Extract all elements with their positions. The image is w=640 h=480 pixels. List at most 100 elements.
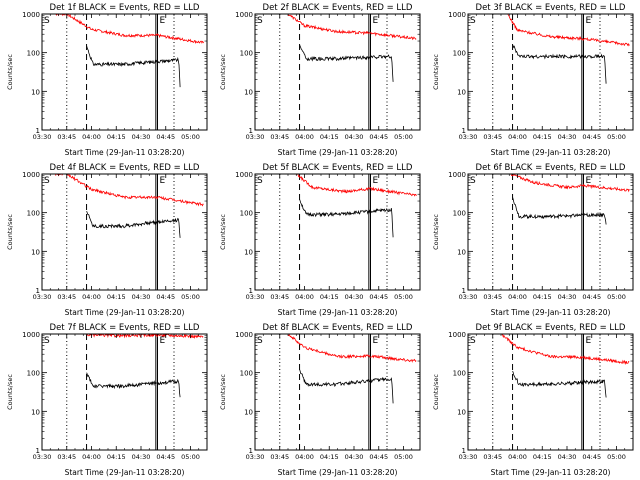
x-tick-label: 03:45 [57, 133, 76, 141]
y-axis-label: Counts/sec [6, 214, 14, 250]
x-tick-label: 03:45 [270, 293, 289, 301]
x-axis-label: Start Time (29-Jan-11 03:28:20) [278, 148, 398, 157]
x-tick-label: 03:30 [459, 293, 478, 301]
start-marker-label: S [470, 16, 476, 26]
y-tick-label: 10 [457, 408, 466, 416]
x-tick-label: 04:15 [533, 133, 552, 141]
y-axis-label: Counts/sec [432, 374, 440, 410]
y-tick-label: 1000 [235, 171, 253, 179]
y-tick-label: 1 [36, 127, 40, 135]
start-marker-label: S [470, 176, 476, 186]
y-tick-label: 100 [27, 370, 40, 378]
x-axis-label: Start Time (29-Jan-11 03:28:20) [491, 308, 611, 317]
x-axis-label: Start Time (29-Jan-11 03:28:20) [65, 148, 185, 157]
x-tick-label: 03:45 [483, 133, 502, 141]
panel-title: Det 2f BLACK = Events, RED = LLD [263, 3, 413, 13]
start-marker-label: S [44, 176, 50, 186]
events-series-line [299, 369, 394, 404]
end-marker-label: E [160, 176, 166, 186]
x-tick-label: 04:00 [508, 453, 527, 461]
y-tick-label: 1000 [22, 171, 40, 179]
x-tick-label: 04:15 [107, 293, 126, 301]
panel-title: Det 7f BLACK = Events, RED = LLD [50, 323, 200, 333]
x-tick-label: 03:30 [459, 133, 478, 141]
y-tick-label: 10 [244, 248, 253, 256]
x-tick-label: 03:45 [270, 133, 289, 141]
detector-panel-3: Det 3f BLACK = Events, RED = LLD Counts/s… [432, 3, 634, 157]
lld-series-line [510, 174, 630, 193]
x-tick-label: 03:30 [33, 453, 52, 461]
x-tick-label: 03:30 [33, 293, 52, 301]
y-tick-label: 10 [244, 88, 253, 96]
x-tick-label: 04:30 [558, 133, 577, 141]
panel-title: Det 5f BLACK = Events, RED = LLD [263, 163, 413, 173]
y-tick-label: 1000 [448, 11, 466, 19]
x-tick-label: 04:45 [156, 133, 175, 141]
x-tick-label: 04:45 [582, 453, 601, 461]
panel-title: Det 4f BLACK = Events, RED = LLD [50, 163, 200, 173]
detector-panel-1: Det 1f BLACK = Events, RED = LLD Counts/s… [6, 3, 208, 157]
start-marker-label: S [44, 16, 50, 26]
panel-title: Det 9f BLACK = Events, RED = LLD [476, 323, 626, 333]
x-tick-label: 04:30 [558, 453, 577, 461]
y-tick-label: 1000 [235, 11, 253, 19]
x-tick-label: 04:45 [582, 293, 601, 301]
x-tick-label: 04:00 [82, 293, 101, 301]
events-series-line [86, 45, 181, 88]
x-tick-label: 03:30 [459, 453, 478, 461]
x-axis-label: Start Time (29-Jan-11 03:28:20) [278, 308, 398, 317]
lld-series-line [500, 334, 630, 366]
end-marker-label: E [373, 176, 379, 186]
x-tick-label: 04:00 [82, 453, 101, 461]
x-tick-label: 05:00 [181, 453, 200, 461]
x-axis-label: Start Time (29-Jan-11 03:28:20) [65, 468, 185, 477]
x-tick-label: 04:00 [508, 133, 527, 141]
x-tick-label: 04:45 [369, 293, 388, 301]
lld-series-line [507, 14, 630, 47]
y-tick-label: 10 [457, 88, 466, 96]
x-tick-label: 04:00 [295, 293, 314, 301]
y-tick-label: 100 [27, 210, 40, 218]
y-axis-label: Counts/sec [6, 374, 14, 410]
panel-title: Det 6f BLACK = Events, RED = LLD [476, 163, 626, 173]
y-tick-label: 100 [453, 210, 466, 218]
lld-series-line [287, 14, 417, 41]
y-axis-label: Counts/sec [432, 214, 440, 250]
detector-panel-2: Det 2f BLACK = Events, RED = LLD Counts/s… [219, 3, 421, 157]
y-tick-label: 10 [31, 88, 40, 96]
start-marker-label: S [470, 336, 476, 346]
end-marker-label: E [373, 16, 379, 26]
x-tick-label: 05:00 [394, 293, 413, 301]
x-tick-label: 04:30 [345, 293, 364, 301]
x-tick-label: 05:00 [607, 133, 626, 141]
x-axis-label: Start Time (29-Jan-11 03:28:20) [278, 468, 398, 477]
x-tick-label: 04:45 [156, 453, 175, 461]
y-axis-label: Counts/sec [6, 54, 14, 90]
y-tick-label: 1000 [235, 331, 253, 339]
events-series-line [512, 370, 607, 398]
x-tick-label: 04:00 [295, 453, 314, 461]
y-tick-label: 100 [240, 210, 253, 218]
lld-series-line [55, 174, 204, 207]
end-marker-label: E [160, 336, 166, 346]
events-series-line [299, 44, 394, 82]
detector-panel-9: Det 9f BLACK = Events, RED = LLD Counts/s… [432, 323, 634, 477]
events-series-line [86, 210, 181, 238]
y-tick-label: 1 [36, 447, 40, 455]
end-marker-label: E [586, 336, 592, 346]
x-tick-label: 04:00 [508, 293, 527, 301]
y-tick-label: 1 [249, 447, 253, 455]
panel-title: Det 8f BLACK = Events, RED = LLD [263, 323, 413, 333]
detector-panel-5: Det 5f BLACK = Events, RED = LLD Counts/s… [219, 163, 421, 317]
y-axis-label: Counts/sec [432, 54, 440, 90]
y-tick-label: 1 [249, 127, 253, 135]
lld-series-line [287, 334, 417, 363]
y-axis-label: Counts/sec [219, 214, 227, 250]
start-marker-label: S [257, 176, 263, 186]
events-series-line [86, 372, 181, 398]
x-tick-label: 03:45 [483, 293, 502, 301]
y-tick-label: 1000 [22, 11, 40, 19]
x-tick-label: 04:30 [558, 293, 577, 301]
end-marker-label: E [586, 176, 592, 186]
